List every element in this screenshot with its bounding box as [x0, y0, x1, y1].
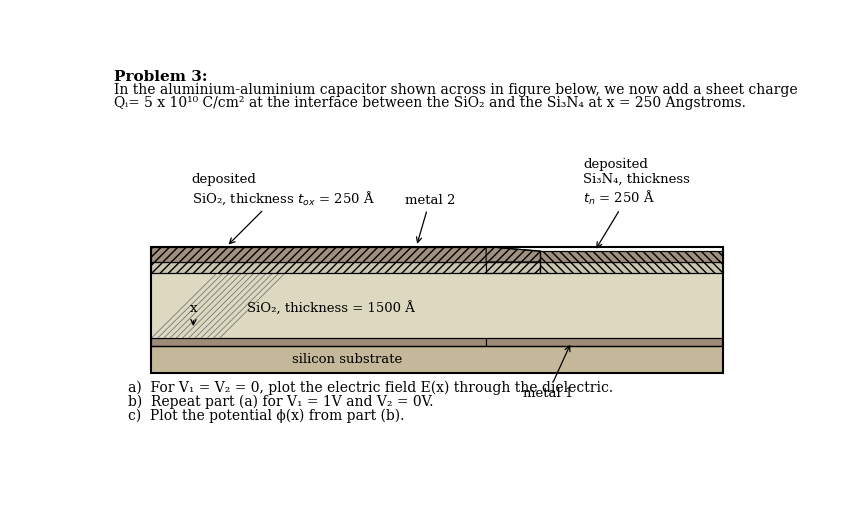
Text: Problem 3:: Problem 3:	[114, 70, 208, 84]
Bar	[151, 246, 722, 373]
Text: silicon substrate: silicon substrate	[292, 353, 402, 366]
Text: x: x	[190, 302, 197, 325]
Text: c)  Plot the potential ϕ(x) from part (b).: c) Plot the potential ϕ(x) from part (b)…	[128, 408, 404, 423]
Text: a)  For V₁ = V₂ = 0, plot the electric field E(x) through the dielectric.: a) For V₁ = V₂ = 0, plot the electric fi…	[128, 380, 614, 395]
Bar	[151, 272, 214, 338]
Polygon shape	[486, 246, 540, 262]
Bar	[540, 251, 722, 262]
Bar	[151, 246, 486, 262]
Text: metal 1: metal 1	[523, 346, 574, 400]
Text: Qᵢ= 5 x 10¹⁰ C/cm² at the interface between the SiO₂ and the Si₃N₄ at x = 250 An: Qᵢ= 5 x 10¹⁰ C/cm² at the interface betw…	[114, 96, 746, 109]
Text: b)  Repeat part (a) for V₁ = 1V and V₂ = 0V.: b) Repeat part (a) for V₁ = 1V and V₂ = …	[128, 394, 433, 409]
Bar	[151, 272, 486, 338]
Text: deposited
Si₃N₄, thickness
$t_n$ = 250 Å: deposited Si₃N₄, thickness $t_n$ = 250 Å	[583, 158, 690, 247]
Bar	[486, 338, 722, 346]
Text: metal 2: metal 2	[405, 193, 455, 243]
Text: deposited
SiO₂, thickness $t_{ox}$ = 250 Å: deposited SiO₂, thickness $t_{ox}$ = 250…	[191, 173, 374, 244]
Bar	[540, 272, 722, 338]
Bar	[151, 338, 486, 346]
Bar	[151, 272, 722, 338]
Bar	[151, 346, 722, 373]
Text: In the aluminium-aluminium capacitor shown across in figure below, we now add a : In the aluminium-aluminium capacitor sho…	[114, 83, 797, 97]
Text: SiO₂, thickness = 1500 Å: SiO₂, thickness = 1500 Å	[248, 302, 415, 316]
Bar	[151, 262, 486, 272]
Bar	[540, 262, 722, 272]
Polygon shape	[486, 262, 540, 272]
